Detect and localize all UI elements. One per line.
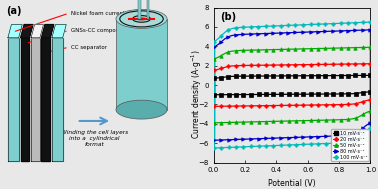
Polygon shape (116, 19, 167, 110)
Polygon shape (8, 25, 22, 38)
Text: Nickel foam current collector: Nickel foam current collector (71, 11, 150, 16)
Polygon shape (138, 0, 141, 19)
Text: GNSs-CC composite fabrics: GNSs-CC composite fabrics (71, 28, 146, 33)
Polygon shape (52, 38, 63, 161)
Ellipse shape (116, 100, 167, 119)
Polygon shape (21, 25, 33, 38)
Polygon shape (147, 0, 149, 19)
Text: Current density (A$\cdot$g$^{-1}$): Current density (A$\cdot$g$^{-1}$) (189, 50, 204, 139)
Text: CC separator: CC separator (71, 45, 107, 50)
Polygon shape (8, 38, 19, 161)
Polygon shape (31, 25, 43, 38)
Ellipse shape (116, 9, 167, 28)
Text: Winding the cell layers
into a  cylindrical
format: Winding the cell layers into a cylindric… (61, 130, 128, 147)
Polygon shape (42, 38, 50, 161)
Polygon shape (42, 25, 54, 38)
Legend: 10 mV·s⁻¹, 20 mV·s⁻¹, 50 mV·s⁻¹, 80 mV·s⁻¹, 100 mV·s⁻¹: 10 mV·s⁻¹, 20 mV·s⁻¹, 50 mV·s⁻¹, 80 mV·s… (331, 129, 369, 161)
Polygon shape (21, 38, 29, 161)
X-axis label: Potential (V): Potential (V) (268, 179, 316, 188)
Polygon shape (31, 38, 40, 161)
Text: (a): (a) (6, 6, 22, 16)
Polygon shape (52, 25, 66, 38)
Text: (b): (b) (220, 12, 236, 22)
